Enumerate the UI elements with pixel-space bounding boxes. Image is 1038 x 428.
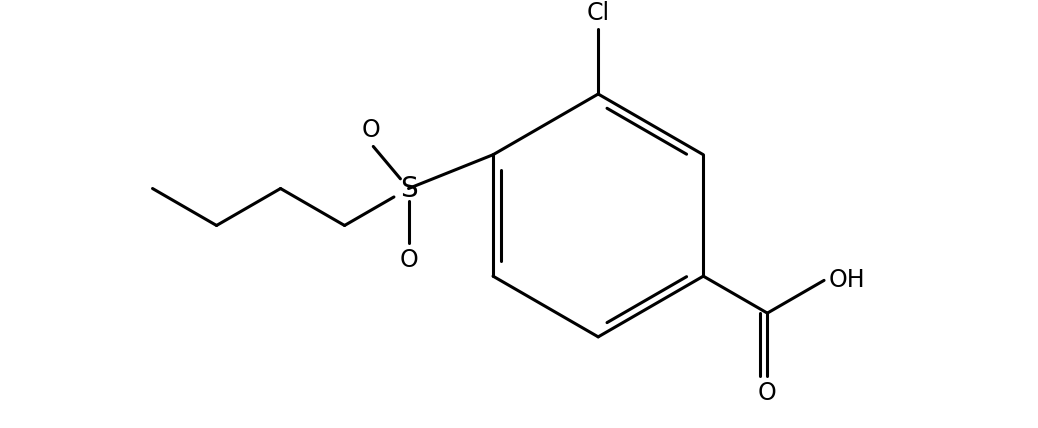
Text: O: O — [400, 248, 418, 272]
Text: O: O — [758, 380, 776, 405]
Text: S: S — [400, 175, 417, 202]
Text: O: O — [362, 118, 381, 142]
Text: Cl: Cl — [586, 1, 609, 25]
Text: OH: OH — [828, 268, 865, 292]
